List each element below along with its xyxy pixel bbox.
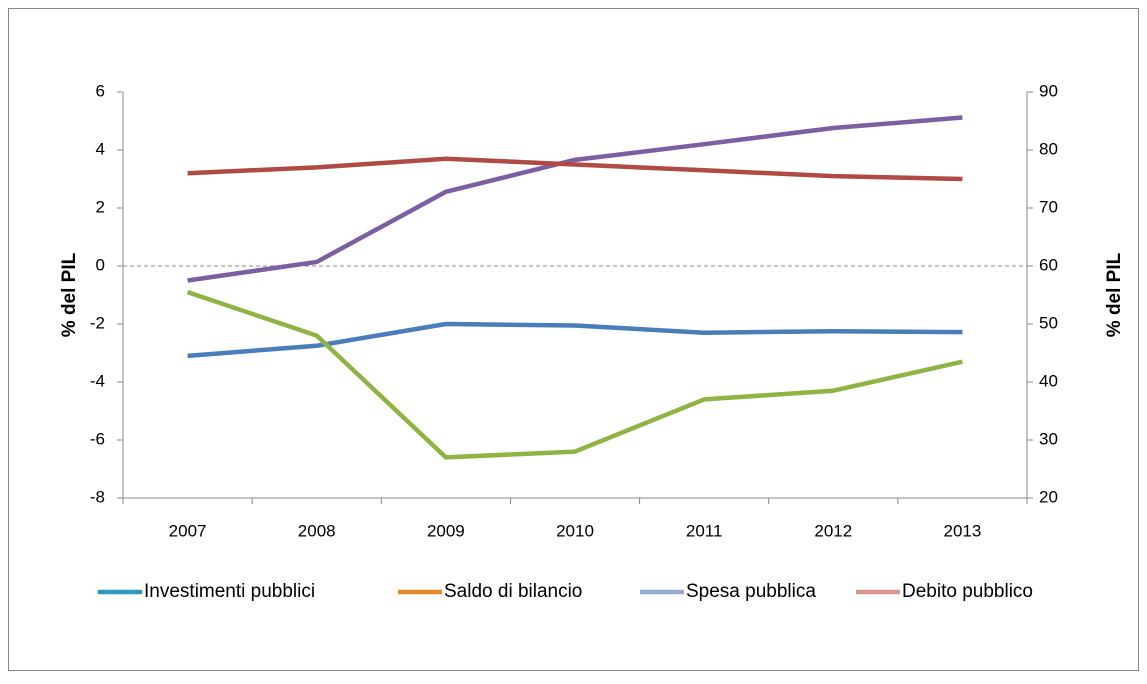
y2-tick-label: 60	[1039, 255, 1058, 274]
y-tick-label: 4	[96, 139, 105, 158]
chart-border	[8, 8, 1139, 671]
x-tick-label: 2009	[427, 521, 465, 540]
y2-tick-label: 50	[1039, 313, 1058, 332]
x-tick-label: 2007	[169, 521, 207, 540]
x-tick-label: 2012	[814, 521, 852, 540]
x-tick-label: 2010	[556, 521, 594, 540]
y2-tick-label: 80	[1039, 139, 1058, 158]
legend-label: Saldo di bilancio	[444, 581, 582, 602]
y-tick-label: -6	[90, 429, 105, 448]
series-line	[187, 115, 963, 283]
series-line	[187, 321, 963, 359]
series-line	[187, 156, 963, 182]
y2-tick-label: 90	[1039, 81, 1058, 100]
y2-tick-label: 70	[1039, 197, 1058, 216]
y-tick-label: -8	[90, 487, 105, 506]
x-tick-label: 2008	[298, 521, 336, 540]
y-tick-label: -4	[90, 371, 105, 390]
y-tick-label: 6	[96, 81, 105, 100]
y-axis-title: % del PIL	[59, 252, 80, 337]
y2-tick-label: 20	[1039, 487, 1058, 506]
legend-label: Spesa pubblica	[686, 581, 816, 602]
x-tick-label: 2013	[944, 521, 982, 540]
x-tick-label: 2011	[686, 521, 723, 540]
y2-tick-label: 40	[1039, 371, 1058, 390]
y-tick-label: -2	[90, 313, 105, 332]
y2-tick-label: 30	[1039, 429, 1058, 448]
series-line	[186, 289, 963, 460]
y2-axis-title: % del PIL	[1104, 252, 1125, 337]
y-tick-label: 2	[96, 197, 105, 216]
y-tick-label: 0	[96, 255, 105, 274]
legend-label: Debito pubblico	[902, 581, 1033, 602]
legend-label: Investimenti pubblici	[144, 581, 315, 602]
